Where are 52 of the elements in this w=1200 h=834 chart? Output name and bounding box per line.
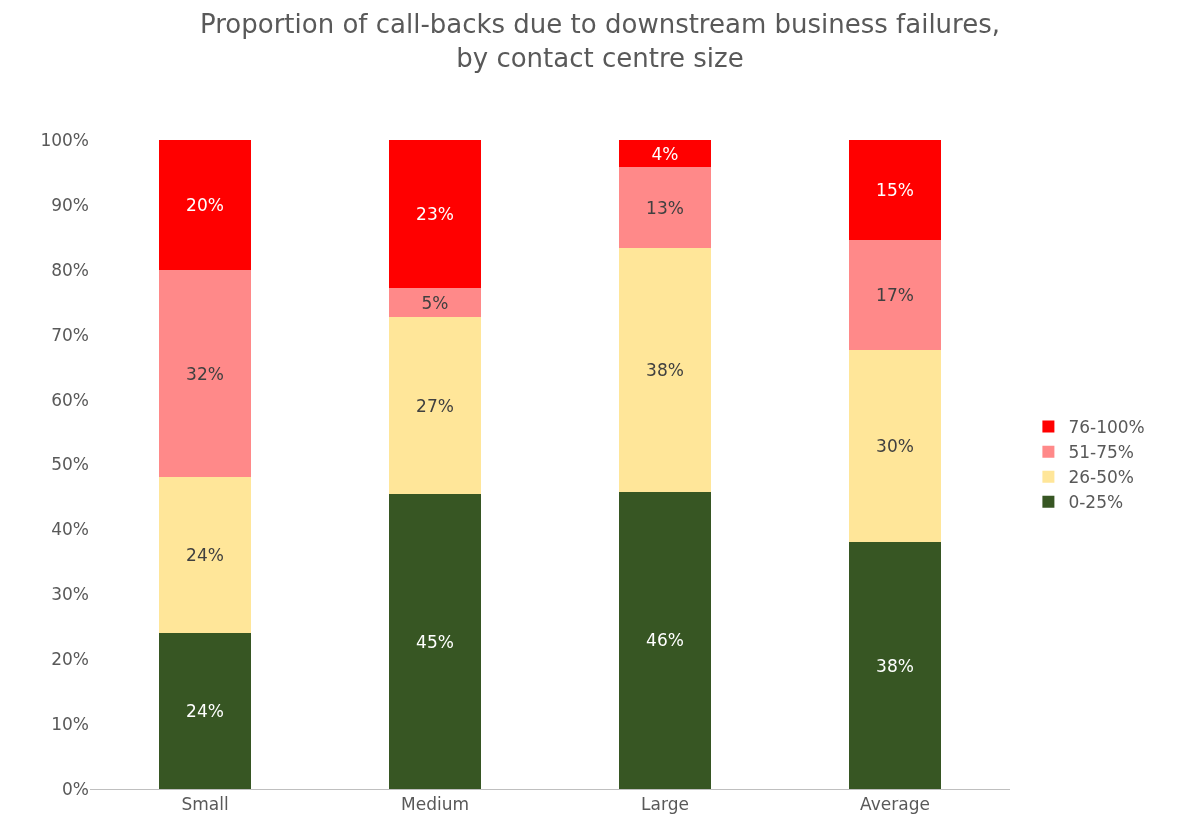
bar [849,140,941,240]
data-label: 38% [646,360,684,381]
data-label: 45% [416,631,454,652]
y-tick-label: 50% [51,454,89,475]
data-label: 5% [421,292,449,313]
legend-label: 51-75% [1068,442,1134,463]
data-label: 17% [876,285,914,306]
bar [389,287,481,318]
data-label: 24% [186,545,224,566]
x-tick-label: Small [181,794,229,815]
bar [159,477,251,634]
x-tick-label: Average [860,794,930,815]
chart-title: Proportion of call-backs due to downstream business failures, by contact centre size [199,9,1001,74]
y-tick-label: 30% [51,584,89,605]
data-label: 20% [186,194,224,215]
data-label: 27% [416,395,454,416]
bar [849,239,941,351]
y-tick-label: 100% [40,129,89,150]
y-tick-label: 60% [51,389,89,410]
bar [159,269,251,478]
bar [389,494,481,789]
data-label: 4% [651,143,679,164]
data-label: 15% [876,179,914,200]
bar [619,491,711,789]
y-tick-label: 90% [51,194,89,215]
y-tick-label: 40% [51,519,89,540]
legend-label: 0-25% [1068,492,1124,513]
y-tick-label: 0% [62,778,89,799]
bar [849,542,941,789]
data-label: 13% [646,197,684,218]
y-tick-label: 70% [51,324,89,345]
x-tick-label: Medium [401,794,469,815]
y-tick-label: 80% [51,259,89,280]
bar [159,140,251,270]
bar [619,167,711,249]
data-label: 24% [186,701,224,722]
y-tick-label: 10% [51,714,89,735]
data-label: 32% [186,363,224,384]
bar [619,140,711,168]
bar [619,248,711,492]
data-label: 23% [416,203,454,224]
bar [849,350,941,543]
legend-label: 76-100% [1068,417,1145,438]
bar [159,633,251,789]
bar [389,140,481,288]
data-label: 38% [876,655,914,676]
y-tick-label: 20% [51,649,89,670]
bar [389,317,481,495]
data-label: 30% [876,436,914,457]
x-tick-label: Large [641,794,689,815]
legend-label: 26-50% [1068,467,1134,488]
data-label: 46% [646,630,684,651]
